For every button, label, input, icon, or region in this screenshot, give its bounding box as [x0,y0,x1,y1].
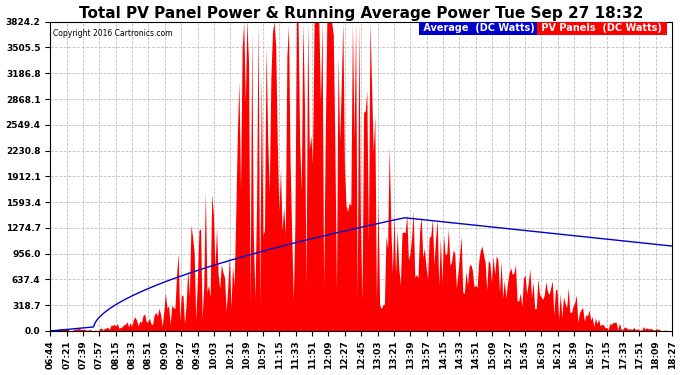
Text: Copyright 2016 Cartronics.com: Copyright 2016 Cartronics.com [53,30,173,39]
Text: PV Panels  (DC Watts): PV Panels (DC Watts) [538,23,666,33]
Title: Total PV Panel Power & Running Average Power Tue Sep 27 18:32: Total PV Panel Power & Running Average P… [79,6,643,21]
Text: Average  (DC Watts): Average (DC Watts) [420,23,538,33]
